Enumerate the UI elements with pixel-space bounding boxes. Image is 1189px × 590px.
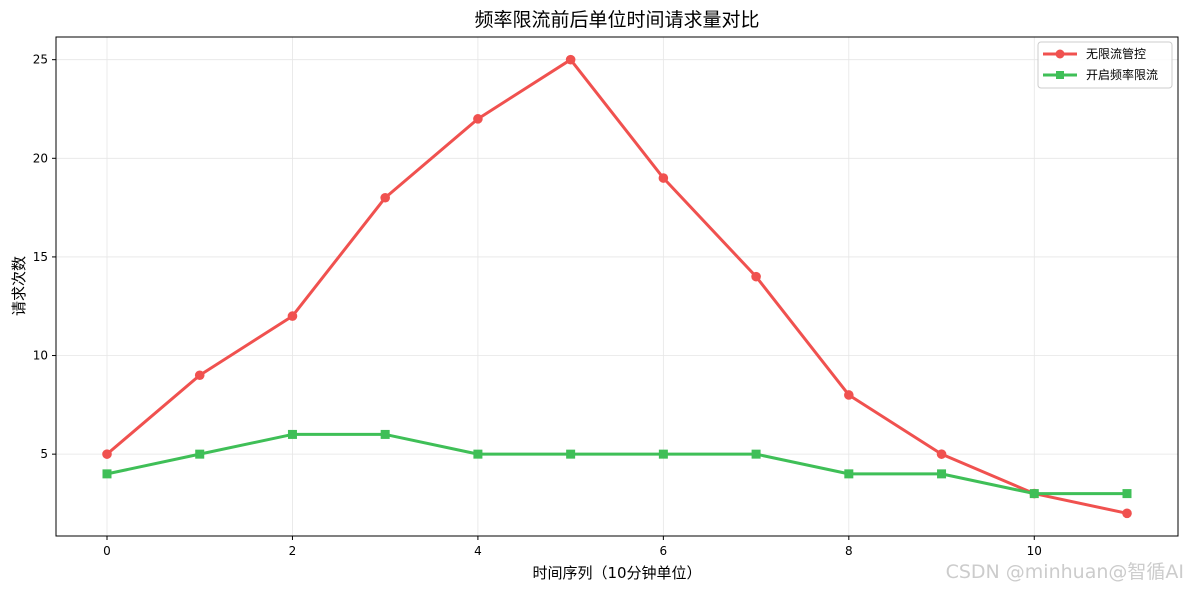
x-tick-label: 0 [103, 544, 111, 558]
data-point [1122, 489, 1132, 499]
chart-title: 频率限流前后单位时间请求量对比 [474, 9, 759, 31]
x-tick-label: 6 [660, 544, 668, 558]
series-line-0 [105, 58, 1129, 515]
x-tick-label: 4 [474, 544, 482, 558]
data-point [102, 469, 112, 479]
data-point [473, 449, 483, 459]
y-tick-label: 10 [33, 349, 48, 363]
series-line-1 [105, 432, 1129, 496]
data-point [194, 370, 205, 381]
x-axis-label: 时间序列（10分钟单位） [532, 564, 701, 582]
legend-label-rate-limited: 开启频率限流 [1086, 67, 1158, 82]
y-tick-label: 20 [33, 151, 48, 165]
data-point [658, 173, 669, 183]
data-point [936, 449, 947, 459]
plot-background [56, 37, 1178, 536]
data-point [565, 54, 576, 65]
legend-marker-unlimited [1055, 49, 1065, 59]
x-tick-label: 2 [289, 544, 297, 558]
data-point [1122, 508, 1132, 519]
legend: 无限流管控 开启频率限流 [1037, 41, 1173, 89]
data-point [566, 449, 576, 459]
data-point [473, 114, 483, 124]
series-layer [102, 54, 1132, 519]
data-point [1029, 489, 1039, 499]
plot-frame [55, 36, 1179, 537]
data-point [751, 271, 761, 282]
x-tick-label: 10 [1027, 544, 1042, 558]
legend-marker-rate-limited [1056, 71, 1064, 79]
data-point [844, 390, 854, 400]
data-point [380, 429, 390, 439]
y-tick-label: 5 [40, 447, 48, 461]
y-tick-label: 25 [33, 53, 48, 67]
data-point [937, 469, 947, 479]
data-point [844, 469, 854, 479]
legend-label-unlimited: 无限流管控 [1086, 46, 1146, 61]
x-tick-label: 8 [845, 544, 853, 558]
axis-ticks: 0 2 4 6 8 10 5 10 15 20 25 [33, 53, 1042, 558]
data-point [287, 429, 297, 439]
data-point [751, 449, 761, 459]
watermark: CSDN @minhuan@智循AI [946, 561, 1184, 583]
data-point [287, 311, 298, 321]
data-point [380, 192, 390, 203]
data-point [102, 449, 112, 459]
data-point [195, 449, 205, 459]
data-point [658, 449, 668, 459]
y-tick-label: 15 [33, 250, 48, 264]
y-axis-label: 请求次数 [10, 256, 28, 316]
